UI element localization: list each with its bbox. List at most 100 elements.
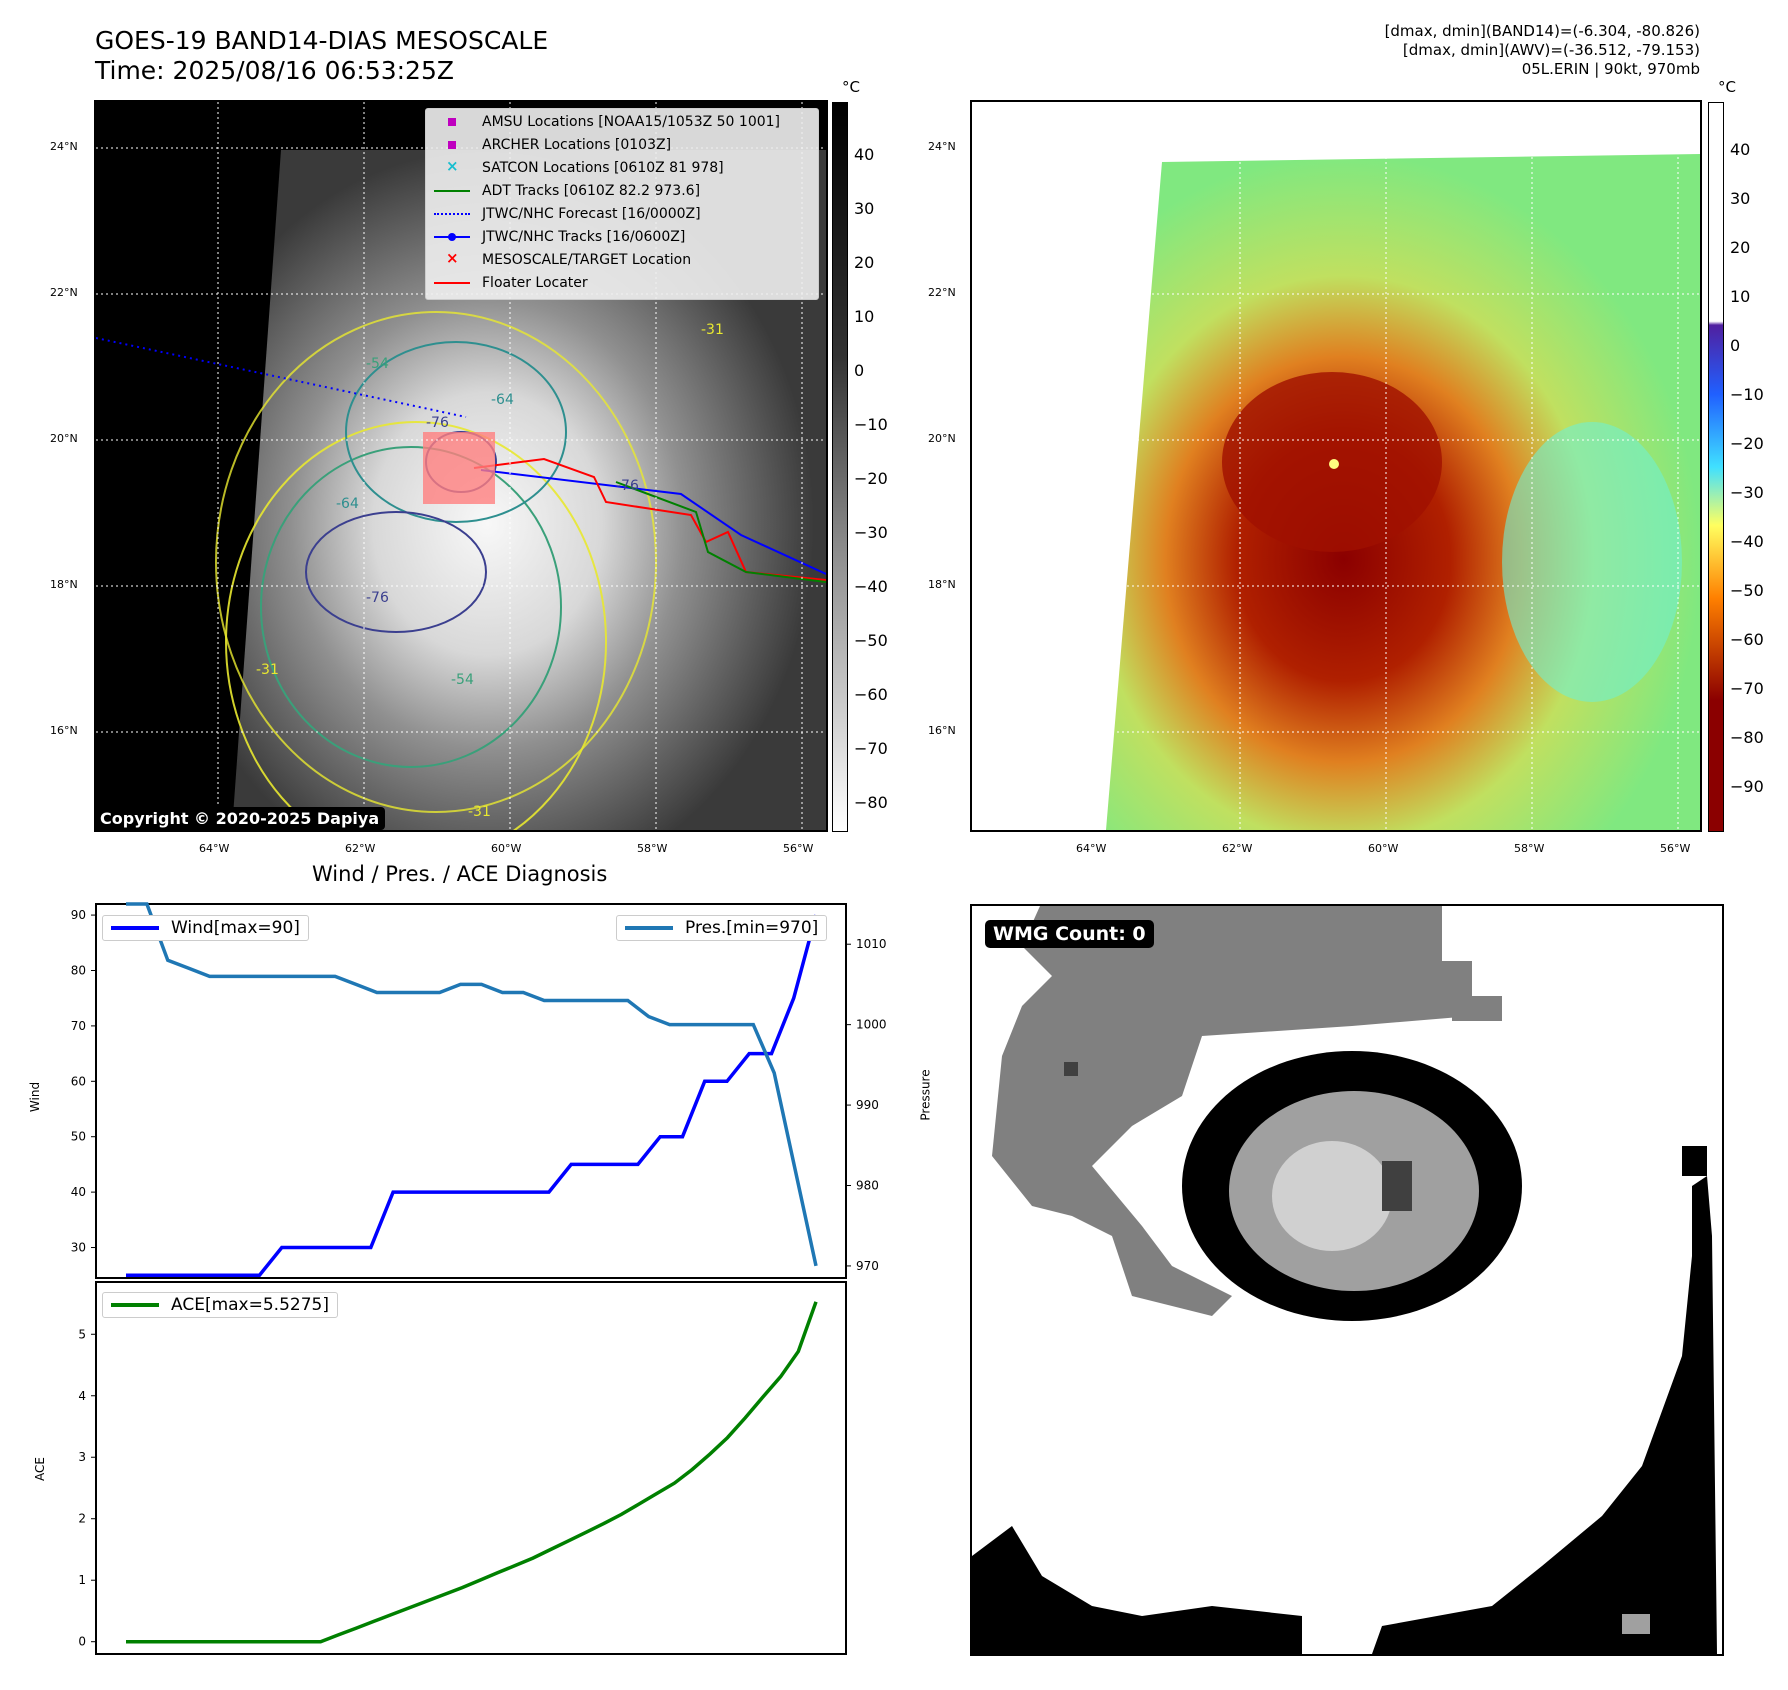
lat-label: 16°N xyxy=(928,724,956,737)
ace-legend-line xyxy=(111,1303,159,1307)
title-line-2: Time: 2025/08/16 06:53:25Z xyxy=(95,56,454,85)
colorbar-1-tick: 40 xyxy=(854,145,875,164)
colorbar-2-tick: −30 xyxy=(1730,483,1764,502)
wind-tick-label: 40 xyxy=(71,1185,86,1199)
colorbar-2-tick: −40 xyxy=(1730,532,1764,551)
awv-map-panel xyxy=(970,100,1702,832)
colorbar-1-tick: 0 xyxy=(854,361,865,380)
lon-label: 58°W xyxy=(637,842,668,855)
wind-tick-label: 70 xyxy=(71,1019,86,1033)
colorbar-1-tick: −50 xyxy=(854,631,888,650)
figure-title: GOES-19 BAND14-DIAS MESOSCALE Time: 2025… xyxy=(95,26,548,86)
contour-label: -31 xyxy=(256,662,279,678)
lat-label: 20°N xyxy=(928,432,956,445)
ace-tick-label: 0 xyxy=(78,1635,86,1649)
lon-label: 64°W xyxy=(199,842,230,855)
lon-label: 56°W xyxy=(1660,842,1691,855)
lon-label: 60°W xyxy=(491,842,522,855)
colorbar-2-tick: 20 xyxy=(1730,238,1751,257)
pressure-line xyxy=(126,902,818,1267)
contour-label: -76 xyxy=(616,478,639,494)
ace-tick-label: 2 xyxy=(78,1512,86,1526)
diagnosis-title: Wind / Pres. / ACE Diagnosis xyxy=(312,862,608,886)
colorbar-1-tick: −10 xyxy=(854,415,888,434)
colorbar-2-tick: −70 xyxy=(1730,679,1764,698)
legend-item: AMSU Locations [NOAA15/1053Z 50 1001] xyxy=(434,112,780,132)
colorbar-1-unit: °C xyxy=(842,78,860,96)
colorbar-2-tick: 10 xyxy=(1730,287,1751,306)
legend-item: JTWC/NHC Tracks [16/0600Z] xyxy=(434,227,685,247)
wind-axis-label: Wind xyxy=(28,1081,43,1113)
colorbar-1-tick: −30 xyxy=(854,523,888,542)
legend-label: Floater Locater xyxy=(482,275,588,291)
meta-line-2: [dmax, dmin](AWV)=(-36.512, -79.153) xyxy=(1402,41,1700,59)
storm-meta: [dmax, dmin](BAND14)=(-6.304, -80.826) [… xyxy=(1385,22,1700,79)
colorbar-1 xyxy=(832,102,848,832)
plot-frame xyxy=(95,903,847,1279)
line-icon xyxy=(434,181,470,201)
ace-axis-label: ACE xyxy=(32,1457,47,1481)
contour-label: -76 xyxy=(426,415,449,431)
ir-map-image: -31 -54 -64 -76 -76 -64 -54 -31 -31 -76 xyxy=(96,102,826,830)
lon-label: 56°W xyxy=(783,842,814,855)
legend-label: SATCON Locations [0610Z 81 978] xyxy=(482,160,724,176)
colorbar-1-tick: −20 xyxy=(854,469,888,488)
colorbar-2-tick: 0 xyxy=(1730,336,1741,355)
legend-label: ARCHER Locations [0103Z] xyxy=(482,137,672,153)
pressure-tick-label: 990 xyxy=(856,1098,879,1112)
wind-legend: Wind[max=90] xyxy=(102,915,309,941)
ace-chart: 5 4 3 2 1 0 xyxy=(78,1281,847,1655)
pressure-legend: Pres.[min=970] xyxy=(616,915,828,941)
legend-item: × SATCON Locations [0610Z 81 978] xyxy=(434,157,724,178)
wmg-image xyxy=(972,906,1717,1654)
legend-item: × MESOSCALE/TARGET Location xyxy=(434,249,691,270)
pressure-tick-label: 970 xyxy=(856,1259,879,1273)
ace-tick-label: 3 xyxy=(78,1450,86,1464)
pressure-tick-label: 980 xyxy=(856,1179,879,1193)
lat-label: 16°N xyxy=(50,724,78,737)
legend-item: ADT Tracks [0610Z 82.2 973.6] xyxy=(434,181,700,201)
lat-label: 22°N xyxy=(928,286,956,299)
contour-label: -54 xyxy=(451,672,474,688)
ace-line xyxy=(126,1301,818,1644)
contour-label: -31 xyxy=(701,322,724,338)
x-marker-icon: × xyxy=(446,157,459,175)
contour-label: -54 xyxy=(366,356,389,372)
lat-label: 24°N xyxy=(50,140,78,153)
colorbar-2-unit: °C xyxy=(1718,78,1736,96)
colorbar-2-tick: 30 xyxy=(1730,189,1751,208)
colorbar-1-tick: 20 xyxy=(854,253,875,272)
contour-label: -64 xyxy=(336,496,359,512)
colorbar-1-tick: −60 xyxy=(854,685,888,704)
pressure-axis-label: Pressure xyxy=(918,1069,933,1121)
colorbar-2-tick: −50 xyxy=(1730,581,1764,600)
wind-line xyxy=(126,914,818,1277)
contour-label: -76 xyxy=(366,590,389,606)
colorbar-2-tick: −20 xyxy=(1730,434,1764,453)
wind-tick-label: 60 xyxy=(71,1074,86,1088)
pressure-legend-line xyxy=(625,926,673,930)
line-dot-icon xyxy=(434,227,470,247)
colorbar-1-tick: 10 xyxy=(854,307,875,326)
lon-label: 60°W xyxy=(1368,842,1399,855)
lat-label: 18°N xyxy=(928,578,956,591)
wind-tick-label: 50 xyxy=(71,1130,86,1144)
pressure-tick-label: 1010 xyxy=(856,937,887,951)
title-line-1: GOES-19 BAND14-DIAS MESOSCALE xyxy=(95,26,549,55)
square-marker-icon xyxy=(434,135,470,155)
ace-tick-label: 5 xyxy=(78,1327,86,1341)
ace-legend: ACE[max=5.5275] xyxy=(102,1292,338,1318)
legend-label: ADT Tracks [0610Z 82.2 973.6] xyxy=(482,183,701,199)
colorbar-2-tick: −60 xyxy=(1730,630,1764,649)
lat-label: 22°N xyxy=(50,286,78,299)
wind-legend-line xyxy=(111,926,159,930)
lat-label: 24°N xyxy=(928,140,956,153)
meta-line-3: 05L.ERIN | 90kt, 970mb xyxy=(1521,60,1700,78)
legend-label: JTWC/NHC Tracks [16/0600Z] xyxy=(482,229,686,245)
contour-label: -31 xyxy=(468,804,491,820)
colorbar-1-tick: −80 xyxy=(854,793,888,812)
lat-label: 18°N xyxy=(50,578,78,591)
line-icon xyxy=(434,273,470,293)
colorbar-1-tick: 30 xyxy=(854,199,875,218)
awv-map-image xyxy=(972,102,1700,830)
